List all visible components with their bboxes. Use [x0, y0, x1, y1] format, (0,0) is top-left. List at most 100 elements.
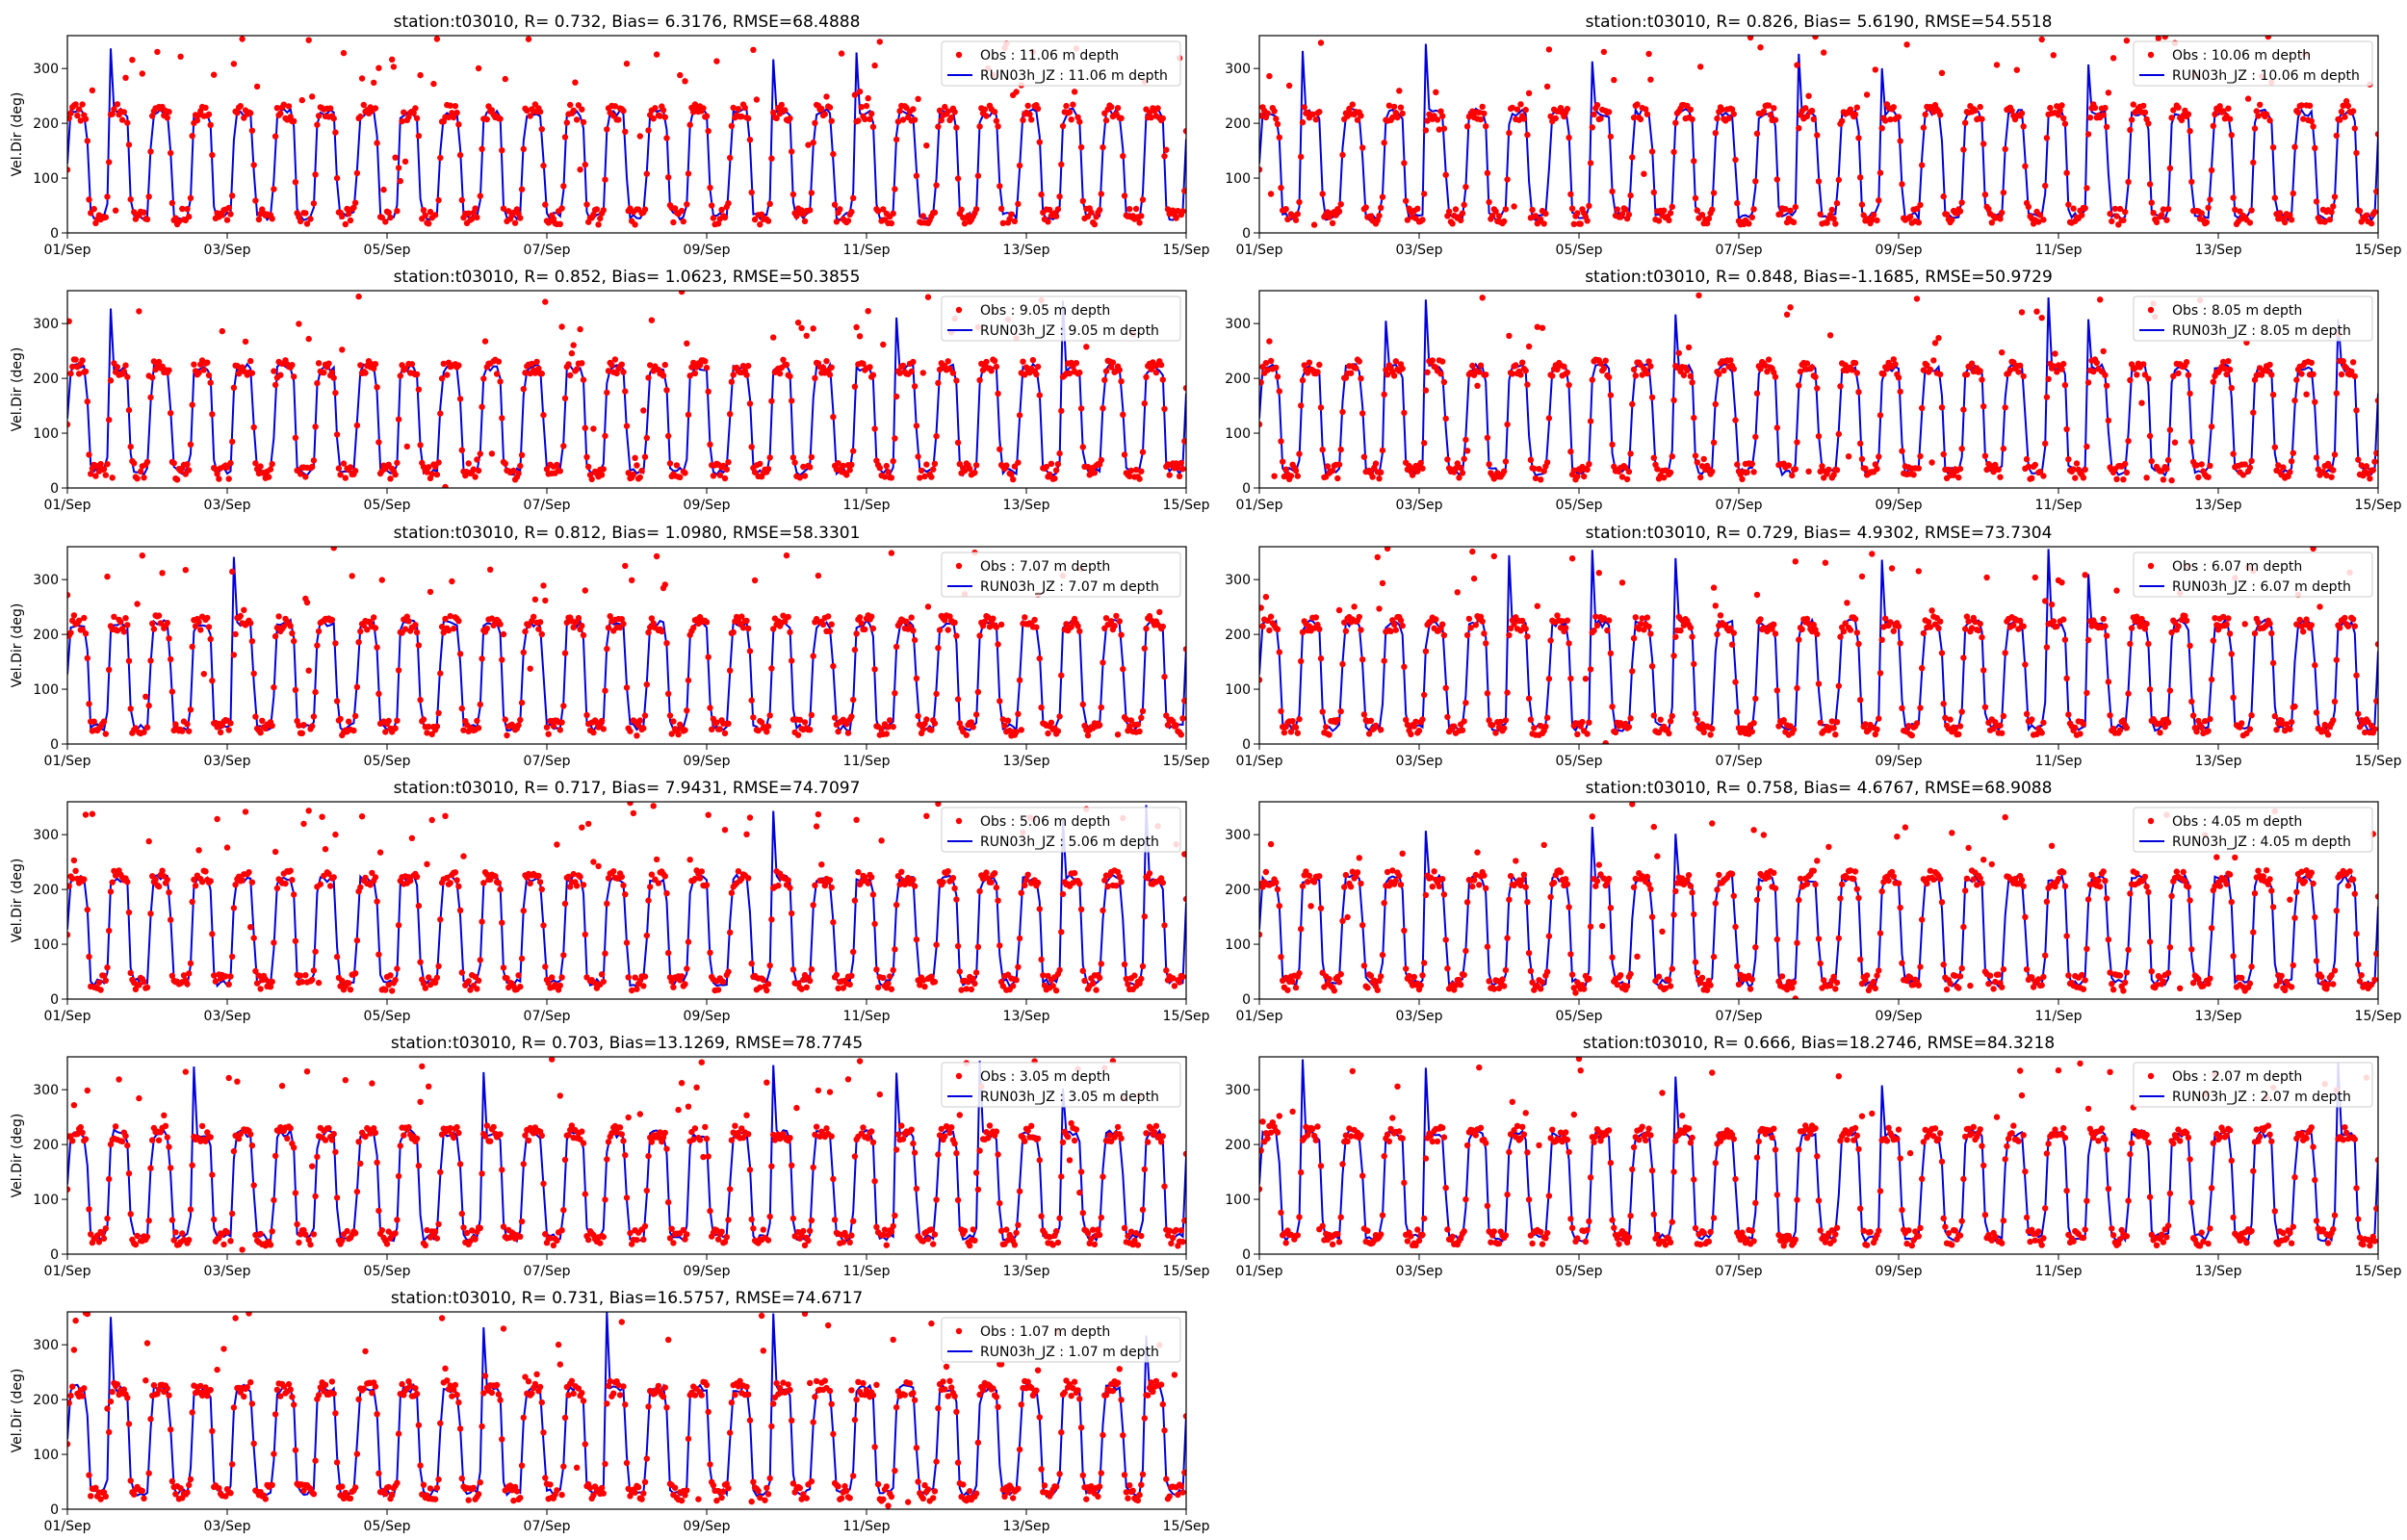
obs-point	[1666, 730, 1672, 737]
obs-point	[455, 883, 462, 890]
obs-point	[577, 325, 583, 333]
obs-point	[1359, 144, 1366, 151]
obs-point	[297, 218, 304, 225]
obs-point	[2065, 711, 2072, 718]
obs-point	[931, 978, 939, 986]
obs-point	[1888, 565, 1896, 572]
obs-point	[961, 467, 969, 475]
obs-point	[2010, 622, 2017, 629]
obs-point	[475, 725, 482, 732]
obs-point	[600, 978, 607, 986]
obs-point	[493, 371, 501, 377]
obs-point	[314, 379, 321, 387]
obs-point	[1481, 630, 1488, 637]
obs-point	[858, 104, 865, 111]
obs-point	[1746, 220, 1752, 227]
obs-point	[2150, 210, 2157, 217]
obs-point	[582, 587, 588, 594]
obs-point	[1329, 219, 1336, 226]
obs-point	[1950, 472, 1957, 478]
obs-point	[1790, 218, 1798, 226]
obs-point	[705, 654, 712, 660]
obs-point	[445, 114, 453, 121]
obs-point	[2338, 108, 2345, 116]
obs-point	[1587, 666, 1594, 673]
obs-point	[573, 366, 581, 372]
obs-point	[2029, 716, 2035, 723]
obs-point	[611, 103, 619, 110]
obs-point	[1383, 367, 1389, 373]
obs-point	[686, 372, 693, 379]
obs-point	[2349, 359, 2357, 366]
obs-point	[1337, 446, 1344, 453]
obs-point	[2163, 465, 2170, 473]
obs-point	[890, 723, 896, 731]
obs-point	[312, 171, 319, 178]
obs-point	[954, 942, 962, 950]
obs-point	[663, 889, 670, 897]
obs-point	[104, 461, 111, 468]
obs-point	[289, 877, 296, 884]
obs-point	[1079, 967, 1087, 974]
obs-point	[1734, 708, 1741, 715]
obs-point	[1935, 625, 1942, 631]
obs-point	[272, 381, 279, 389]
obs-point	[2043, 644, 2051, 651]
obs-point	[86, 953, 92, 961]
obs-point	[2185, 111, 2192, 117]
obs-point	[1462, 700, 1469, 706]
obs-point	[1501, 218, 1508, 225]
obs-point	[700, 105, 707, 112]
obs-point	[590, 211, 597, 218]
obs-point	[1587, 418, 1594, 424]
obs-point	[1434, 116, 1441, 123]
obs-point	[1796, 382, 1802, 389]
obs-point	[315, 360, 323, 367]
obs-point	[143, 458, 151, 466]
obs-point	[830, 662, 837, 670]
obs-point	[1259, 604, 1264, 611]
obs-point	[195, 847, 202, 854]
obs-point	[296, 321, 302, 327]
obs-point	[1872, 66, 1879, 73]
obs-point	[1643, 111, 1651, 117]
obs-point	[666, 460, 674, 467]
obs-point	[2344, 623, 2352, 629]
obs-point	[1968, 360, 1976, 367]
obs-point	[255, 972, 263, 979]
obs-point	[915, 453, 921, 460]
obs-point	[2188, 698, 2195, 706]
obs-point	[2125, 690, 2132, 697]
obs-point	[125, 141, 133, 148]
obs-point	[707, 184, 713, 192]
obs-point	[1684, 367, 1691, 373]
obs-point	[1163, 712, 1170, 719]
obs-point	[86, 451, 92, 458]
obs-point	[1259, 884, 1266, 890]
obs-point	[970, 724, 976, 731]
obs-point	[362, 874, 369, 882]
obs-point	[1630, 366, 1638, 373]
obs-point	[538, 886, 545, 893]
obs-point	[315, 113, 323, 119]
obs-point	[641, 206, 649, 213]
x-tick-label: 11/Sep	[843, 243, 891, 258]
obs-point	[1317, 654, 1325, 662]
obs-point	[2371, 209, 2378, 216]
obs-point	[371, 614, 377, 621]
obs-point	[271, 368, 277, 374]
obs-point	[1876, 197, 1882, 204]
obs-point	[147, 657, 154, 664]
obs-point	[477, 957, 483, 963]
obs-point	[1131, 972, 1138, 979]
obs-point	[1442, 415, 1449, 423]
obs-point	[1654, 466, 1661, 473]
obs-point	[408, 834, 416, 841]
obs-point	[563, 119, 570, 126]
obs-point	[1705, 216, 1713, 222]
obs-point	[953, 377, 960, 384]
obs-point	[1972, 107, 1979, 115]
obs-point	[1887, 619, 1894, 626]
obs-point	[563, 619, 570, 627]
